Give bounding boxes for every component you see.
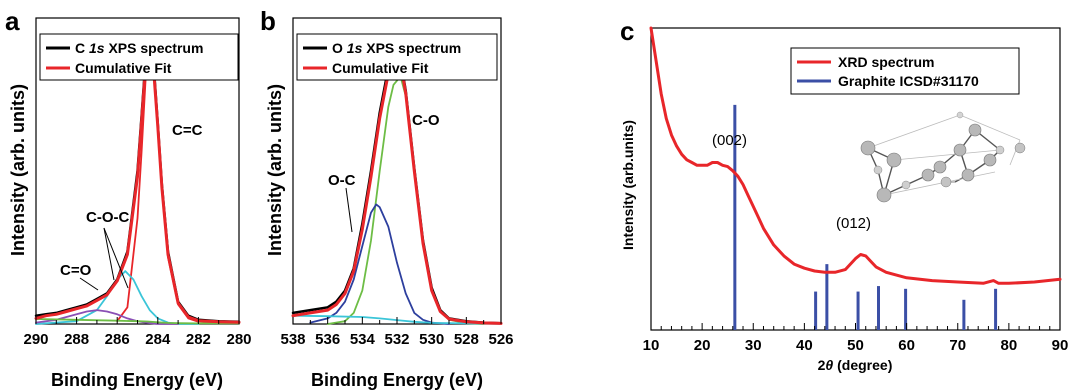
legend-c: XRD spectrum Graphite ICSD#31170 <box>791 48 1019 94</box>
x-tick-label-b: 536 <box>315 331 340 348</box>
x-tick-label-a: 280 <box>226 331 251 348</box>
panel-letter-b: b <box>260 6 276 36</box>
x-axis-title-b: Binding Energy (eV) <box>311 370 483 390</box>
x-tick-label-b: 538 <box>280 331 305 348</box>
arrow-o-c <box>346 188 352 232</box>
annotation-c-o-c: C-O-C <box>86 209 129 226</box>
x-tick-label-a: 290 <box>23 331 48 348</box>
x-tick-label-a: 282 <box>186 331 211 348</box>
x-tick-label-c: 50 <box>847 337 864 354</box>
x-tick-label-b: 532 <box>384 331 409 348</box>
arrow-c-eq-o <box>80 278 98 290</box>
x-tick-label-c: 10 <box>643 337 660 354</box>
y-axis-title-a: Intensity (arb. units) <box>8 84 28 256</box>
legend-label-fit-b: Cumulative Fit <box>332 60 429 76</box>
panel-b: b 538 536 534 532 530 528 526 O 1s XPS spectru… <box>260 6 514 390</box>
graphite-atoms <box>861 112 1025 202</box>
legend-a: C 1s XPS spectrum Cumulative Fit <box>40 34 238 80</box>
legend-label-spectrum-b: O 1s XPS spectrum <box>332 40 461 56</box>
y-axis-title-c: Intensity (arb.units) <box>620 120 636 250</box>
x-tick-label-b: 534 <box>350 331 376 348</box>
annotation-o-c: O-C <box>328 172 356 189</box>
annotation-c-o: C-O <box>412 112 440 129</box>
x-tick-label-a: 288 <box>64 331 89 348</box>
legend-label-graphite: Graphite ICSD#31170 <box>838 73 979 89</box>
legend-label-fit-a: Cumulative Fit <box>75 60 172 76</box>
x-axis-title-a: Binding Energy (eV) <box>51 370 223 390</box>
series-b-o-1s-xps-spectrum <box>293 51 501 323</box>
x-tick-label-b: 528 <box>454 331 479 348</box>
annotation-c-eq-o: C=O <box>60 262 92 279</box>
series-a-cumulative-fit <box>36 51 239 322</box>
x-tick-label-c: 70 <box>949 337 966 354</box>
series-a-c-c <box>117 54 198 322</box>
x-tick-label-c: 90 <box>1052 337 1069 354</box>
x-tick-label-b: 526 <box>488 331 513 348</box>
annotation-012: (012) <box>836 215 871 232</box>
panel-letter-c: c <box>620 16 634 46</box>
x-tick-label-c: 80 <box>1001 337 1018 354</box>
arrow-c-o-c-2 <box>104 228 114 280</box>
y-axis-title-b: Intensity (arb. units) <box>265 84 285 256</box>
legend-label-xrd: XRD spectrum <box>838 54 934 70</box>
x-tick-label-c: 20 <box>694 337 711 354</box>
legend-label-spectrum-a: C 1s XPS spectrum <box>75 40 203 56</box>
panel-letter-a: a <box>5 6 20 36</box>
series-b-cumulative-fit <box>293 54 501 323</box>
x-tick-label-c: 40 <box>796 337 813 354</box>
panel-a: a 290 288 286 284 282 280 C 1s XPS spectrum C… <box>5 6 252 390</box>
x-tick-label-c: 60 <box>898 337 915 354</box>
legend-b: O 1s XPS spectrum Cumulative Fit <box>297 34 497 80</box>
annotation-c-eq-c: C=C <box>172 122 203 139</box>
x-tick-label-a: 286 <box>105 331 130 348</box>
x-tick-label-a: 284 <box>145 331 171 348</box>
x-tick-label-c: 30 <box>745 337 762 354</box>
x-tick-label-b: 530 <box>419 331 444 348</box>
panel-c: c 10 20 30 40 50 60 70 80 90 XRD spectrum Graphi… <box>620 16 1068 373</box>
x-axis-title-c: 2θ (degree) <box>818 357 893 373</box>
annotation-002: (002) <box>712 132 747 149</box>
